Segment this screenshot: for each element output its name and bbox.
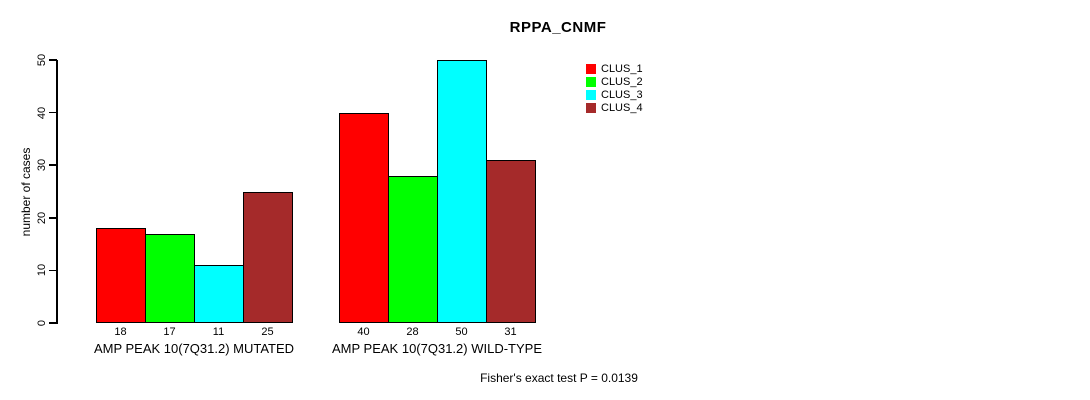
y-tick-label: 0 (36, 319, 48, 327)
legend-label-clus_4: CLUS_4 (601, 102, 643, 114)
bar-clus_2-group2 (388, 175, 438, 323)
category-label: AMP PEAK 10(7Q31.2) WILD-TYPE (332, 341, 542, 356)
y-tick-label: 20 (36, 211, 48, 224)
legend-label-clus_3: CLUS_3 (601, 89, 643, 101)
bar-clus_3-group2 (437, 60, 487, 323)
y-tick-mark (49, 164, 57, 166)
bar-clus_2-group1 (145, 233, 195, 323)
y-axis-label: number of cases (19, 147, 33, 236)
category-label: AMP PEAK 10(7Q31.2) MUTATED (93, 341, 295, 356)
legend-swatch-clus_1 (586, 64, 596, 74)
bar-value-label: 11 (212, 326, 225, 338)
y-tick-label: 50 (36, 53, 48, 67)
legend-label-clus_2: CLUS_2 (601, 76, 643, 88)
legend-swatch-clus_4 (586, 103, 596, 113)
bar-clus_3-group1 (194, 265, 244, 323)
y-tick-label: 10 (36, 264, 48, 277)
y-tick-mark (49, 217, 57, 219)
bar-value-label: 25 (261, 326, 274, 338)
bar-value-label: 18 (114, 326, 127, 338)
y-tick-mark (49, 269, 57, 272)
bar-clus_4-group2 (486, 159, 536, 323)
y-tick-mark (49, 59, 57, 61)
bar-clus_1-group2 (339, 112, 389, 323)
bar-value-label: 17 (163, 326, 176, 338)
bar-value-label: 31 (504, 326, 517, 338)
y-tick-mark (49, 322, 57, 324)
bar-value-label: 28 (406, 326, 419, 338)
y-tick-label: 30 (36, 159, 48, 172)
bar-value-label: 40 (357, 326, 370, 338)
y-tick-label: 40 (36, 106, 48, 119)
fisher-test-annotation: Fisher's exact test P = 0.0139 (480, 371, 638, 385)
legend-swatch-clus_3 (586, 90, 596, 100)
bar-clus_4-group1 (243, 191, 293, 323)
legend-label-clus_1: CLUS_1 (601, 63, 643, 75)
chart-title: RPPA_CNMF (509, 19, 607, 36)
bar-clus_1-group1 (96, 228, 146, 323)
y-axis (56, 60, 58, 324)
y-tick-mark (49, 111, 57, 114)
legend-swatch-clus_2 (586, 77, 596, 87)
bar-value-label: 50 (455, 326, 468, 338)
